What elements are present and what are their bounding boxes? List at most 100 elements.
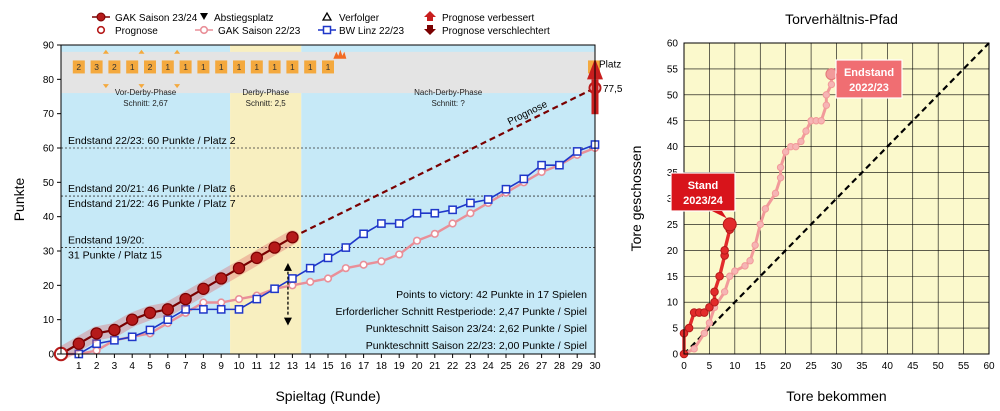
phase-label-pre-derby: Vor-Derby-Phase xyxy=(115,88,177,97)
x-tick-label: 13 xyxy=(287,361,299,372)
x-tick-label: 14 xyxy=(305,361,317,372)
goal-x-tick-label: 55 xyxy=(958,361,970,372)
gak-22-23-point xyxy=(288,281,297,290)
goal-y-axis-title: Tore geschossen xyxy=(628,146,644,252)
goal-x-tick-label: 20 xyxy=(780,361,792,372)
rank-box xyxy=(304,60,317,74)
bw-linz-point xyxy=(555,160,564,170)
rank-box xyxy=(197,60,210,74)
x-tick-label: 2 xyxy=(94,361,100,372)
legend-bw-linz-marker xyxy=(318,25,336,35)
phase-label-derby: Derby-Phase xyxy=(242,88,289,97)
x-tick-label: 6 xyxy=(165,361,171,372)
gak-22-23-point xyxy=(234,294,244,304)
gak-23-24-point xyxy=(214,272,228,285)
y-tick-label: 90 xyxy=(43,41,55,52)
endstand-final-point xyxy=(825,68,838,81)
platz-label: Platz xyxy=(599,59,621,70)
x-tick-label: 1 xyxy=(76,361,82,372)
bw-linz-point xyxy=(270,284,279,294)
gak-22-23-point xyxy=(341,264,350,273)
endstand-point xyxy=(802,127,810,135)
endstand-point xyxy=(797,137,805,146)
legend-prognose: Prognose xyxy=(115,26,158,37)
x-tick-label: 28 xyxy=(554,361,566,372)
x-tick-label: 27 xyxy=(536,361,548,372)
reference-label-22-23: Endstand 22/23: 60 Punkte / Platz 2 xyxy=(68,135,236,147)
goal-y-tick-label: 10 xyxy=(667,298,679,309)
reference-label-19-20-detail: 31 Punkte / Platz 15 xyxy=(68,250,162,262)
bw-linz-point xyxy=(234,305,244,314)
bw-linz-point xyxy=(412,208,422,218)
bw-linz-point xyxy=(537,160,546,170)
bw-linz-point xyxy=(92,339,101,349)
arrow-down-icon xyxy=(283,317,292,326)
x-tick-label: 29 xyxy=(572,361,584,372)
rank-value: 1 xyxy=(165,62,170,72)
x-tick-label: 3 xyxy=(112,361,118,372)
x-tick-label: 18 xyxy=(376,361,388,372)
gak-23-24-point xyxy=(286,231,299,244)
y-tick-label: 0 xyxy=(48,350,54,361)
gak-23-24-point xyxy=(143,306,157,319)
goal-y-tick-label: 55 xyxy=(667,64,679,75)
goal-x-tick-label: 60 xyxy=(983,361,995,372)
endstand-point xyxy=(700,329,709,337)
legend-prognose-marker xyxy=(96,25,106,35)
endstand-point xyxy=(751,241,759,249)
gak-23-24-point xyxy=(232,261,246,275)
arrow-down-icon xyxy=(424,25,436,35)
rank-box xyxy=(215,60,228,74)
series-layer xyxy=(53,81,602,362)
goal-y-tick-label: 40 xyxy=(667,142,679,153)
bw-linz-point xyxy=(341,243,351,252)
stand-label-line1: Stand xyxy=(688,180,719,192)
reference-label-19-20: Endstand 19/20: xyxy=(68,235,144,247)
rank-box xyxy=(161,60,174,74)
phase-label-post-derby: Nach-Derby-Phase xyxy=(414,88,483,97)
rank-value: 3 xyxy=(94,62,99,72)
goal-y-tick-label: 0 xyxy=(672,350,678,361)
bw-linz-point xyxy=(305,263,315,273)
gak-22-23-point xyxy=(395,250,404,259)
goal-y-tick-label: 15 xyxy=(667,272,679,283)
x-tick-label: 5 xyxy=(147,361,153,372)
gak-23-24-point xyxy=(161,303,174,316)
stat-points-to-victory: Points to victory: 42 Punkte in 17 Spiel… xyxy=(396,289,587,301)
stat-required-average: Erforderlicher Schnitt Restperiode: 2,47… xyxy=(335,306,587,318)
rank-box xyxy=(179,60,192,74)
legend-prognose-worsened: Prognose verschlechtert xyxy=(442,26,550,37)
gak-23-24-point xyxy=(72,337,86,350)
prognose-end-value: 77,5 xyxy=(603,84,623,95)
stand-point xyxy=(700,308,709,317)
goal-x-tick-label: 0 xyxy=(681,361,687,372)
endstand-point xyxy=(720,288,729,296)
rank-value: 1 xyxy=(237,62,242,72)
x-tick-label: 23 xyxy=(465,361,477,372)
goal-x-tick-label: 50 xyxy=(933,361,945,372)
x-tick-label: 15 xyxy=(322,361,334,372)
endstand-point xyxy=(761,205,770,213)
rank-up-icon xyxy=(138,49,145,54)
stand-label-pointer xyxy=(712,211,727,219)
legend-abstiegsplatz: Abstiegsplatz xyxy=(214,13,273,24)
rank-value: 1 xyxy=(201,62,206,72)
endstand-label-line1: Endstand xyxy=(844,67,894,79)
rank-down-icon xyxy=(138,84,145,89)
gak-23-24-point xyxy=(90,327,103,340)
rank-down-icon xyxy=(174,84,181,89)
bw-linz-point xyxy=(110,335,119,345)
gak-22-23-point xyxy=(323,274,333,283)
rank-value: 1 xyxy=(254,62,259,72)
gak-22-23-point xyxy=(537,167,546,177)
legend-gak-22-23: GAK Saison 22/23 xyxy=(218,26,301,37)
triangle-up-icon xyxy=(321,11,333,21)
rank-value: 1 xyxy=(219,62,224,72)
y-tick-label: 10 xyxy=(43,315,55,326)
stand-point xyxy=(720,246,729,255)
endstand-point xyxy=(776,163,785,172)
x-tick-label: 21 xyxy=(429,361,441,372)
goal-y-tick-label: 20 xyxy=(667,246,679,257)
gak-23-24-point xyxy=(179,292,192,306)
